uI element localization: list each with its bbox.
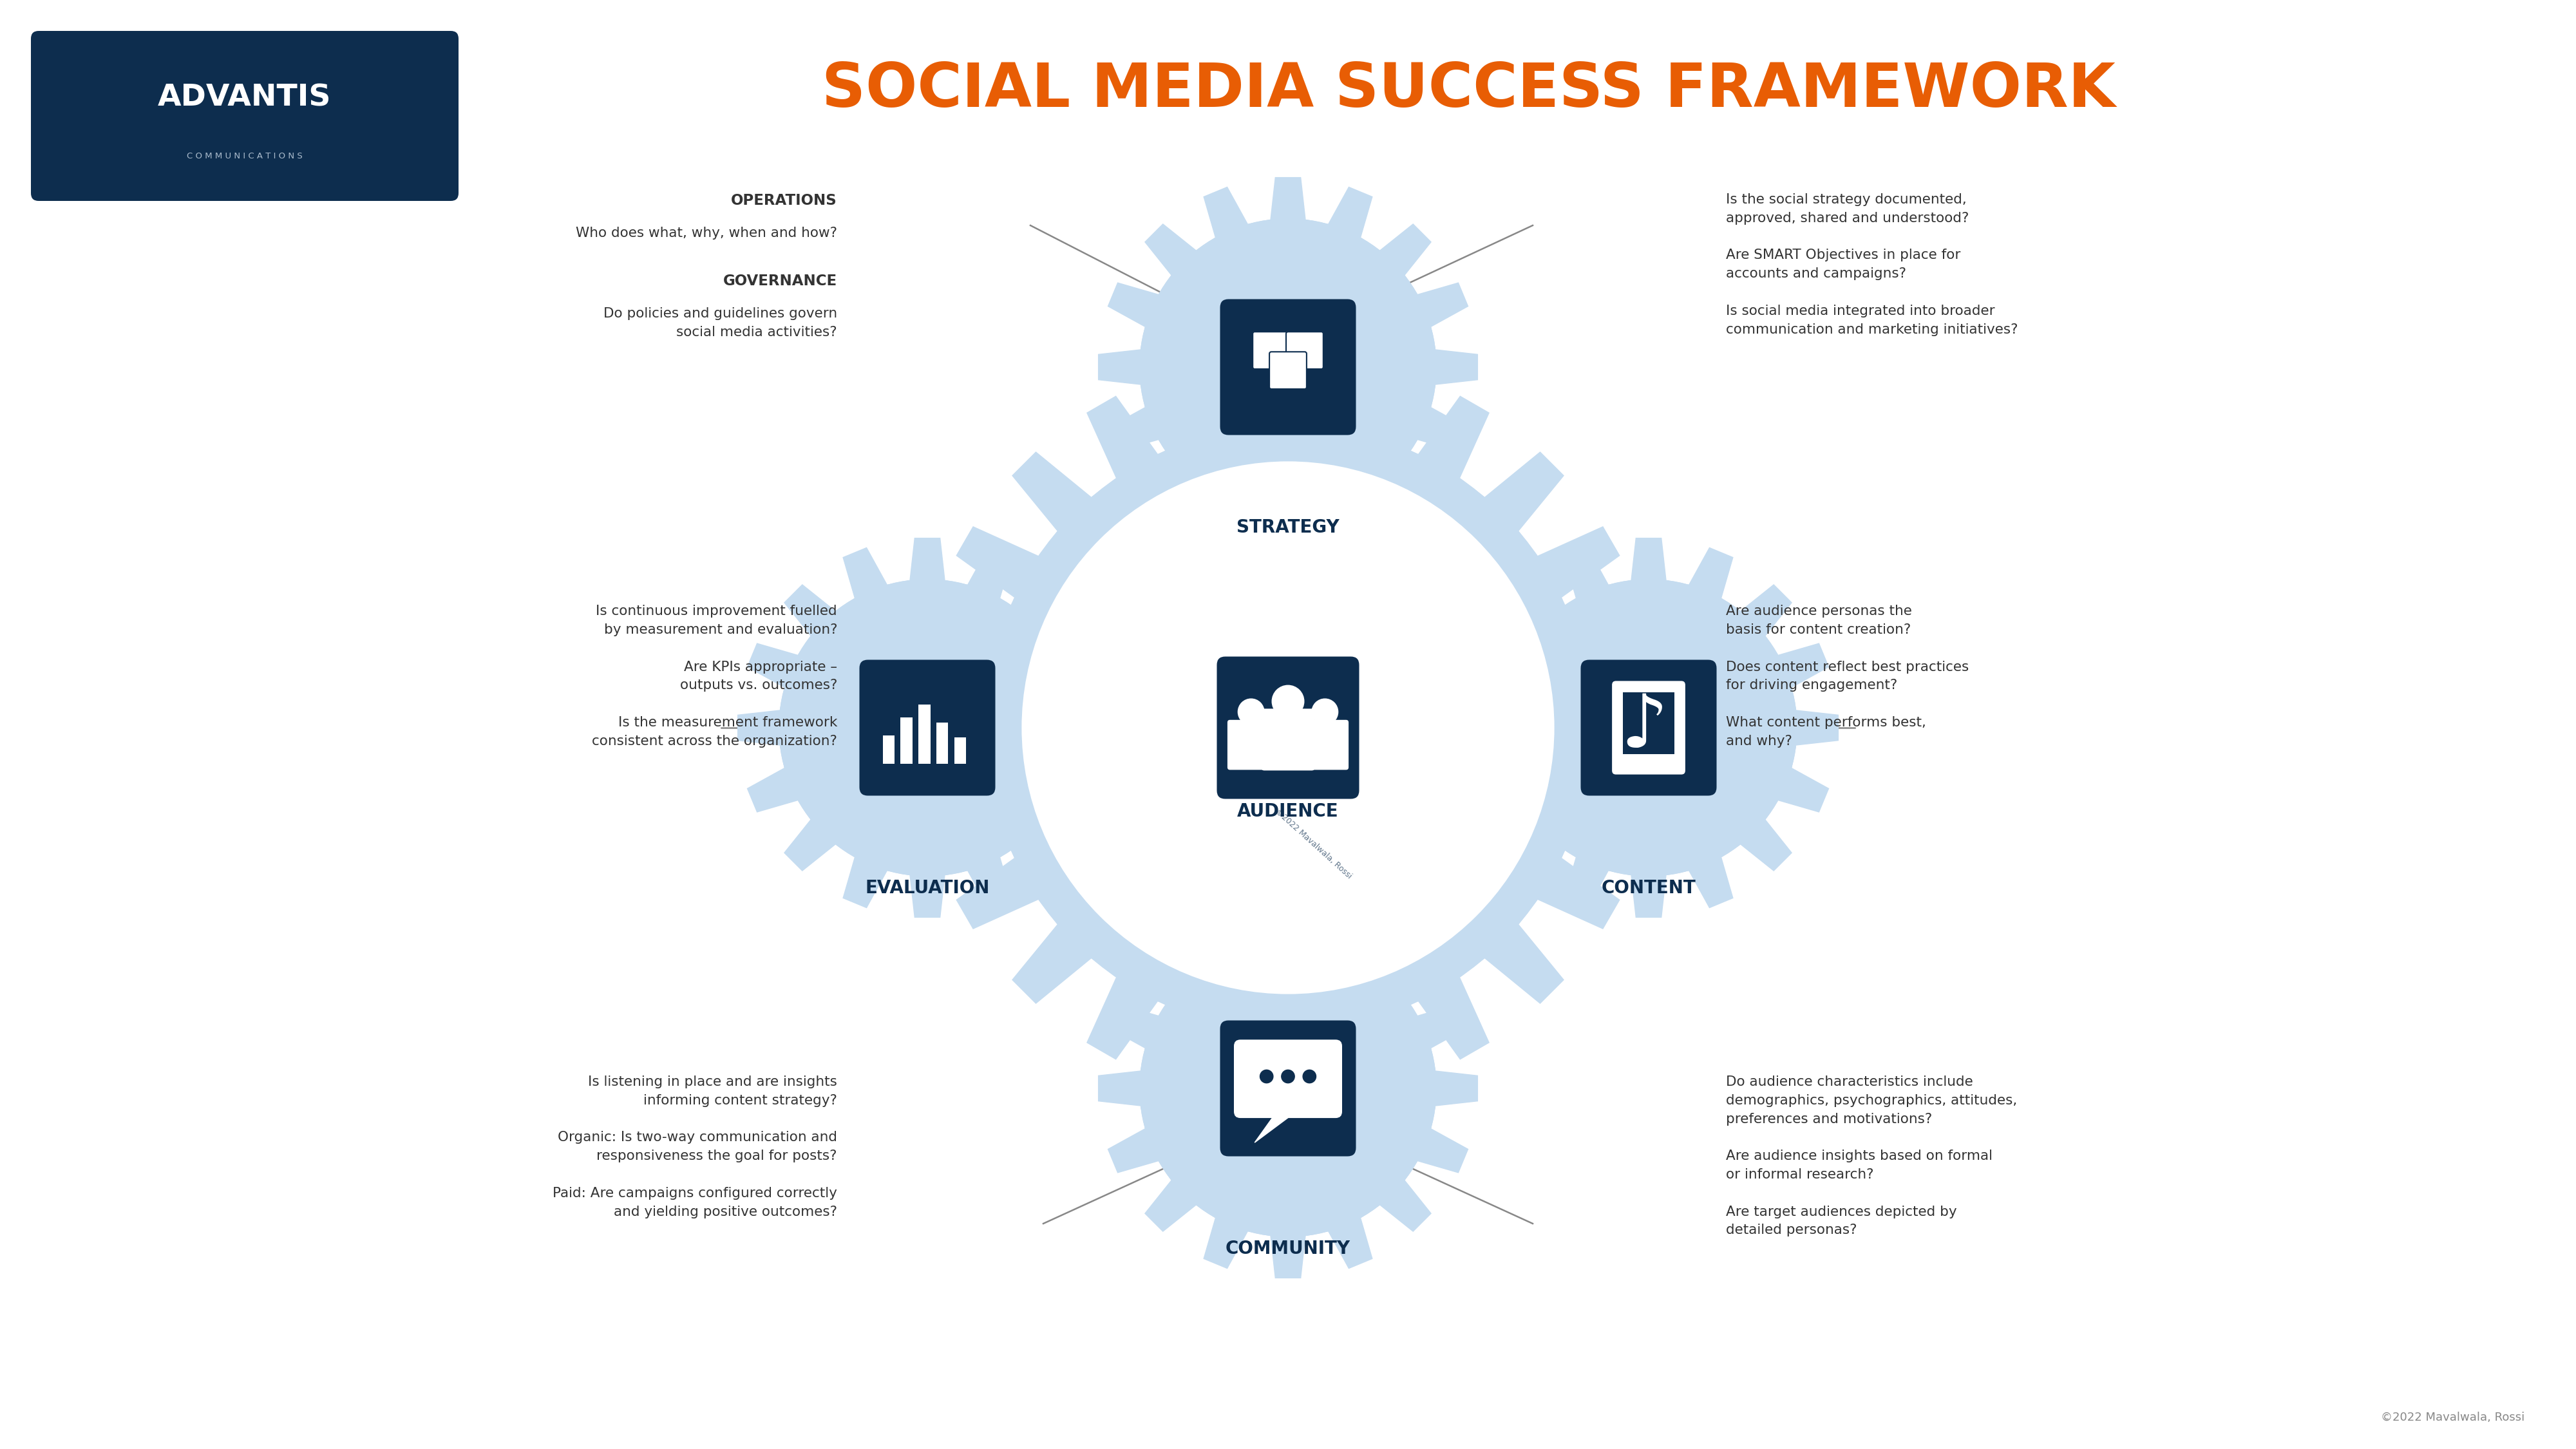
Circle shape	[1499, 743, 1512, 756]
Text: Do policies and guidelines govern
social media activities?: Do policies and guidelines govern social…	[603, 307, 837, 339]
Polygon shape	[737, 538, 1118, 917]
FancyBboxPatch shape	[31, 30, 459, 201]
Text: Is continuous improvement fuelled
by measurement and evaluation?

Are KPIs appro: Is continuous improvement fuelled by mea…	[592, 604, 837, 748]
FancyBboxPatch shape	[935, 723, 948, 764]
Circle shape	[1239, 698, 1265, 724]
Text: ©2022 Mavalwala, Rossi: ©2022 Mavalwala, Rossi	[2380, 1411, 2524, 1423]
Text: AUDIENCE: AUDIENCE	[1236, 803, 1340, 820]
FancyBboxPatch shape	[1270, 352, 1306, 388]
Text: O: O	[1443, 849, 1463, 871]
Text: I: I	[1077, 662, 1095, 672]
FancyBboxPatch shape	[1613, 681, 1685, 774]
FancyBboxPatch shape	[1216, 656, 1360, 798]
Circle shape	[1064, 722, 1077, 735]
Text: GOVERNANCE: GOVERNANCE	[724, 274, 837, 288]
Text: Do audience characteristics include
demographics, psychographics, attitudes,
pre: Do audience characteristics include demo…	[1726, 1075, 2017, 1237]
Text: ADVANTIS: ADVANTIS	[157, 84, 332, 113]
Circle shape	[1311, 698, 1337, 724]
Text: C O M M U N I C A T I O N S: C O M M U N I C A T I O N S	[188, 152, 301, 159]
FancyBboxPatch shape	[860, 659, 994, 796]
Polygon shape	[1255, 1110, 1298, 1143]
Text: O: O	[1466, 816, 1486, 836]
FancyBboxPatch shape	[1234, 1039, 1342, 1119]
Circle shape	[1064, 698, 1077, 711]
Circle shape	[1303, 1069, 1316, 1082]
Circle shape	[1139, 219, 1437, 516]
Circle shape	[1499, 580, 1798, 875]
Text: Is listening in place and are insights
informing content strategy?

Organic: Is : Is listening in place and are insights i…	[554, 1075, 837, 1219]
Text: G: G	[1141, 555, 1162, 577]
Text: C: C	[1113, 851, 1133, 871]
Text: P: P	[1443, 585, 1463, 606]
Text: R: R	[1481, 658, 1502, 675]
Text: A: A	[1074, 780, 1095, 797]
Text: E: E	[1481, 781, 1502, 797]
Circle shape	[1280, 1069, 1296, 1082]
FancyBboxPatch shape	[1252, 332, 1291, 369]
FancyBboxPatch shape	[920, 704, 930, 764]
Polygon shape	[1097, 898, 1479, 1278]
Text: SOCIAL MEDIA SUCCESS FRAMEWORK: SOCIAL MEDIA SUCCESS FRAMEWORK	[822, 61, 2115, 120]
FancyBboxPatch shape	[902, 717, 912, 764]
FancyBboxPatch shape	[1221, 1020, 1355, 1156]
Text: CONTENT: CONTENT	[1602, 880, 1695, 897]
FancyBboxPatch shape	[1623, 693, 1674, 755]
Text: Are audience personas the
basis for content creation?

Does content reflect best: Are audience personas the basis for cont…	[1726, 604, 1968, 748]
Text: COMMUNITY: COMMUNITY	[1226, 1240, 1350, 1258]
Text: R: R	[1069, 700, 1087, 714]
FancyBboxPatch shape	[1582, 659, 1716, 796]
FancyBboxPatch shape	[1221, 298, 1355, 435]
Text: N: N	[1466, 619, 1486, 639]
Text: T: T	[1489, 742, 1507, 755]
Text: STRATEGY: STRATEGY	[1236, 519, 1340, 536]
Text: ♪: ♪	[1620, 691, 1667, 762]
Circle shape	[1139, 219, 1437, 516]
Text: N: N	[1489, 700, 1507, 716]
FancyBboxPatch shape	[1226, 720, 1270, 769]
FancyBboxPatch shape	[953, 738, 966, 764]
Circle shape	[778, 580, 1077, 875]
Text: E: E	[1414, 555, 1435, 575]
Polygon shape	[914, 355, 1662, 1101]
Circle shape	[984, 425, 1592, 1030]
Text: ©2022 Mavalwala, Rossi: ©2022 Mavalwala, Rossi	[1275, 807, 1352, 880]
FancyBboxPatch shape	[1262, 709, 1314, 771]
Circle shape	[1499, 698, 1512, 711]
Text: EVALUATION: EVALUATION	[866, 880, 989, 897]
Text: S: S	[1414, 880, 1435, 900]
Text: A: A	[1069, 740, 1087, 755]
Circle shape	[1023, 461, 1553, 994]
Text: E: E	[1090, 817, 1110, 835]
Circle shape	[1260, 1069, 1273, 1082]
Circle shape	[1499, 722, 1512, 735]
Text: Is the social strategy documented,
approved, shared and understood?

Are SMART O: Is the social strategy documented, appro…	[1726, 193, 2017, 336]
Text: Who does what, why, when and how?: Who does what, why, when and how?	[577, 226, 837, 239]
Polygon shape	[1458, 538, 1839, 917]
Text: O: O	[1141, 878, 1162, 901]
Circle shape	[1064, 743, 1077, 756]
Circle shape	[778, 580, 1077, 875]
Text: V: V	[1090, 620, 1110, 639]
Circle shape	[1139, 940, 1437, 1236]
Circle shape	[1139, 940, 1437, 1236]
FancyBboxPatch shape	[884, 736, 894, 764]
Text: N: N	[1113, 584, 1133, 606]
FancyBboxPatch shape	[1306, 720, 1350, 769]
Circle shape	[1499, 580, 1798, 875]
Polygon shape	[1097, 178, 1479, 556]
Circle shape	[1273, 685, 1303, 717]
FancyBboxPatch shape	[1285, 332, 1324, 369]
Text: OPERATIONS: OPERATIONS	[732, 193, 837, 209]
